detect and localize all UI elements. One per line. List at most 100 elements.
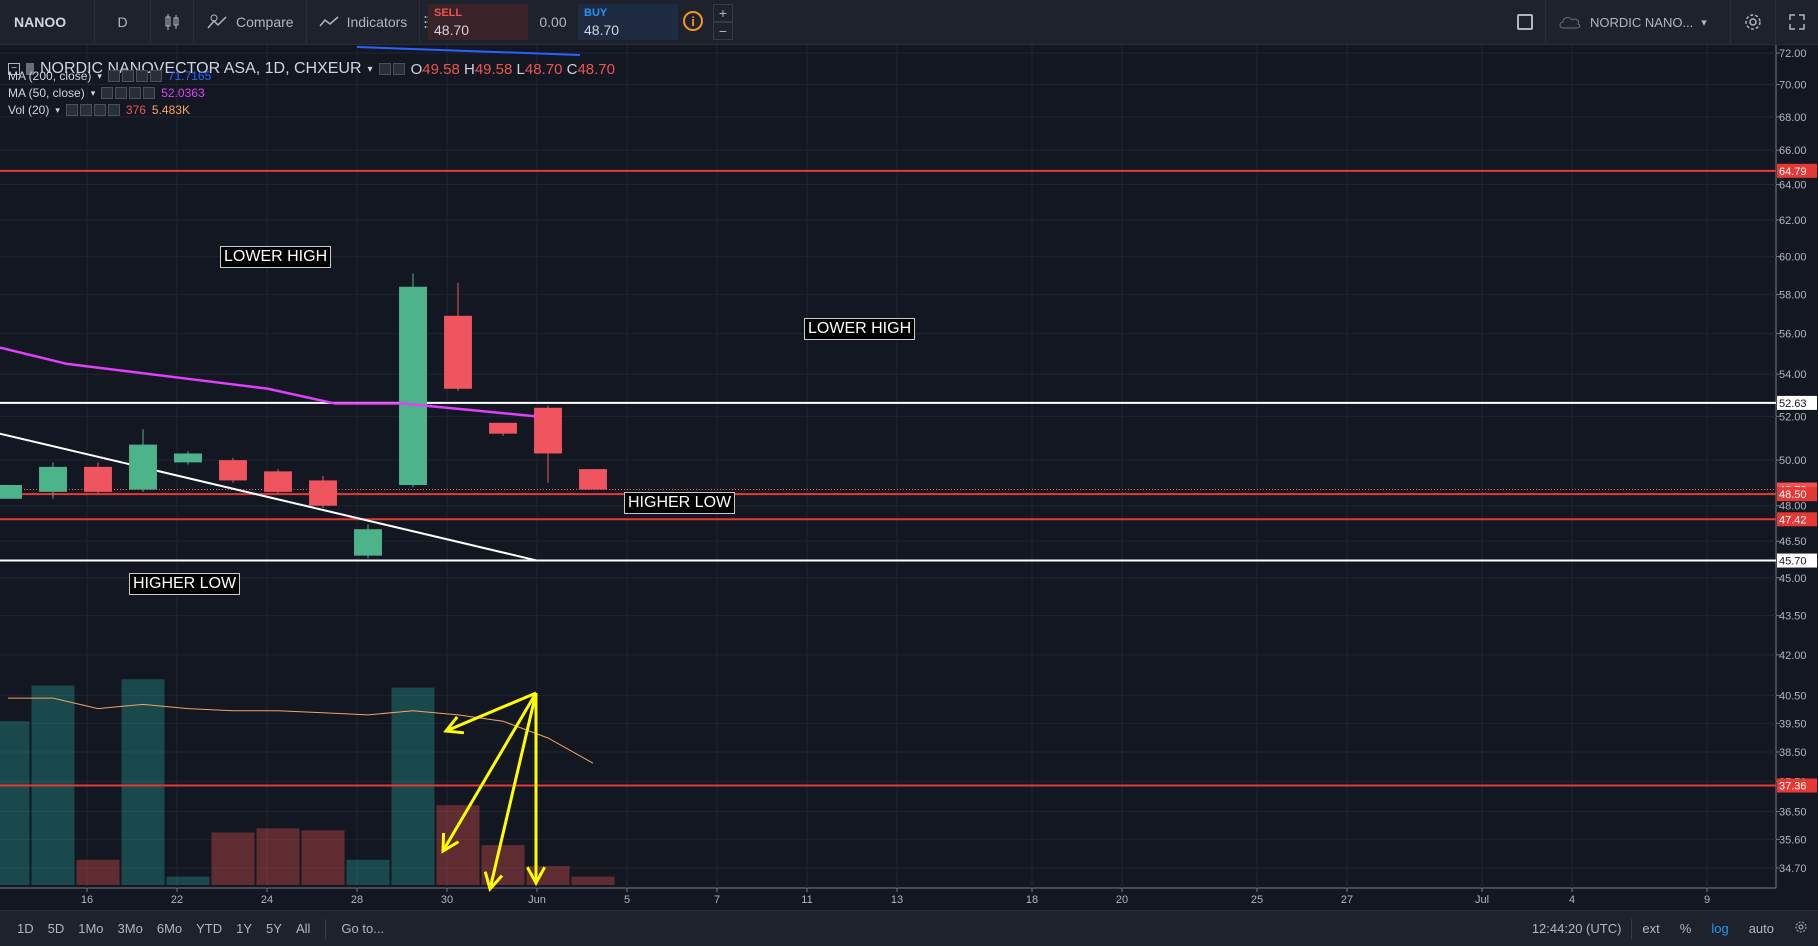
candle-body: [354, 529, 382, 556]
price-chart[interactable]: 72.00 70.00 68.00 66.00 64.00 62.00 60.00 58.00…: [0, 45, 1818, 910]
time-tick-label: 18: [1026, 894, 1038, 906]
symbol-search-box[interactable]: NORDIC NANO... ▾: [1545, 0, 1730, 44]
price-label-box: [1777, 163, 1817, 178]
log-button[interactable]: log: [1711, 921, 1729, 936]
price-tick-label: 34.70: [1779, 863, 1807, 875]
vol-buttons[interactable]: [65, 104, 120, 116]
chevron-down-icon[interactable]: ▾: [367, 63, 373, 75]
time-tick-label: 28: [351, 894, 363, 906]
buy-label: BUY: [584, 7, 608, 19]
sell-button[interactable]: SELL 48.70: [428, 4, 528, 40]
candle-body: [264, 471, 292, 492]
bottom-right-controls: 12:44:20 (UTC) ext % log auto: [1522, 911, 1818, 946]
annotation-lower-high-1[interactable]: LOWER HIGH: [220, 246, 332, 268]
legend-vol[interactable]: Vol (20) ▾ 376 5.483K: [8, 103, 190, 117]
ext-button[interactable]: ext: [1642, 921, 1660, 936]
compare-icon: [207, 14, 227, 29]
indicators-button[interactable]: Indicators: [307, 0, 421, 44]
interval-button[interactable]: D: [95, 0, 151, 44]
right-toolbar: NORDIC NANO... ▾: [1505, 0, 1818, 44]
volume-bar: [571, 876, 615, 885]
ma50-line: [0, 346, 537, 418]
volume-bar: [346, 859, 390, 885]
candle-body: [579, 469, 607, 490]
legend-ma50[interactable]: MA (50, close) ▾ 52.0363: [8, 86, 205, 100]
price-label-text: 48.50: [1779, 489, 1807, 501]
annotation-lower-high-2[interactable]: LOWER HIGH: [804, 318, 916, 340]
volume-bar: [481, 845, 525, 885]
annotation-arrow: [445, 691, 537, 733]
chevron-down-icon[interactable]: ▾: [97, 70, 102, 81]
goto-button[interactable]: Go to...: [341, 921, 385, 936]
chart-area[interactable]: 72.00 70.00 68.00 66.00 64.00 62.00 60.00 58.00…: [0, 45, 1818, 910]
expand-icon: [1789, 14, 1805, 30]
gear-icon: [1745, 14, 1761, 30]
volume-bar: [166, 876, 210, 885]
price-tick-label: 58.00: [1779, 289, 1807, 301]
price-tick-label: 54.00: [1779, 369, 1807, 381]
ma50-buttons[interactable]: [101, 87, 156, 99]
range-button-1d[interactable]: 1D: [17, 921, 34, 936]
percent-button[interactable]: %: [1679, 921, 1692, 936]
price-tick-label: 48.00: [1779, 501, 1807, 513]
minus-button[interactable]: −: [713, 22, 733, 40]
price-tick-label: 45.00: [1779, 573, 1807, 585]
top-toolbar: NANOO D Compare Indicators SELL 48.70 0.…: [0, 0, 1818, 45]
annotation-higher-low-1[interactable]: HIGHER LOW: [624, 492, 736, 514]
time-tick-label: 27: [1341, 894, 1353, 906]
candle-body: [39, 466, 67, 492]
price-label-text: 37.36: [1779, 781, 1807, 793]
volume-ma-line: [8, 697, 594, 764]
legend-buttons[interactable]: [378, 63, 405, 75]
candle-body: [84, 466, 112, 492]
range-button-5y[interactable]: 5Y: [266, 921, 282, 936]
annotation-higher-low-2[interactable]: HIGHER LOW: [129, 573, 241, 595]
price-tick-label: 42.00: [1779, 650, 1807, 662]
time-tick-label: 9: [1704, 894, 1710, 906]
chevron-down-icon[interactable]: ▾: [55, 104, 60, 115]
time-tick-label: 22: [171, 894, 183, 906]
compare-button[interactable]: Compare: [194, 0, 307, 44]
settings-button[interactable]: [1730, 0, 1775, 44]
candle-body: [444, 315, 472, 389]
range-button-ytd[interactable]: YTD: [196, 921, 223, 936]
annotation-arrow: [488, 692, 538, 890]
price-label-box: [1777, 778, 1817, 793]
candle-body: [534, 407, 562, 454]
fullscreen-box-button[interactable]: [1505, 0, 1545, 44]
info-icon[interactable]: i: [683, 11, 703, 31]
ohlc-values: O49.58 H49.58 L48.70 C48.70: [410, 60, 615, 78]
price-tick-label: 70.00: [1779, 79, 1807, 91]
time-tick-label: 4: [1569, 894, 1575, 906]
chart-type-button[interactable]: [151, 0, 194, 44]
gear-icon: [1795, 921, 1807, 933]
collapse-icon[interactable]: −: [8, 63, 20, 75]
range-button-1y[interactable]: 1Y: [236, 921, 253, 936]
legend-ma200[interactable]: MA (200, close) ▾ 71.7165: [8, 69, 211, 83]
chevron-down-icon[interactable]: ▾: [90, 87, 96, 98]
symbol-button[interactable]: NANOO: [0, 0, 95, 44]
range-button-3mo[interactable]: 3Mo: [117, 921, 143, 936]
price-tick-label: 62.00: [1779, 215, 1807, 227]
candle-body: [309, 480, 337, 506]
fullscreen-button[interactable]: [1775, 0, 1818, 44]
range-button-6mo[interactable]: 6Mo: [156, 921, 183, 936]
divider: [1631, 918, 1633, 939]
time-tick-label: 11: [801, 894, 812, 906]
volume-bar: [211, 832, 255, 885]
ma200-buttons[interactable]: [107, 70, 162, 82]
time-tick-label: Jul: [1475, 894, 1489, 906]
buy-button[interactable]: BUY 48.70: [578, 4, 678, 40]
candle-body: [129, 444, 157, 490]
settings-small-button[interactable]: [1784, 920, 1818, 937]
price-tick-label: 52.00: [1779, 411, 1807, 423]
indicators-label: Indicators: [346, 14, 408, 30]
range-button-1mo[interactable]: 1Mo: [78, 921, 104, 936]
plus-button[interactable]: +: [713, 4, 733, 22]
ma200-label: MA (200, close): [8, 69, 92, 83]
range-button-5d[interactable]: 5D: [47, 921, 65, 936]
volume-bar: [256, 828, 300, 885]
range-button-all[interactable]: All: [295, 921, 311, 936]
auto-button[interactable]: auto: [1748, 921, 1774, 936]
price-tick-label: 50.00: [1779, 455, 1807, 467]
